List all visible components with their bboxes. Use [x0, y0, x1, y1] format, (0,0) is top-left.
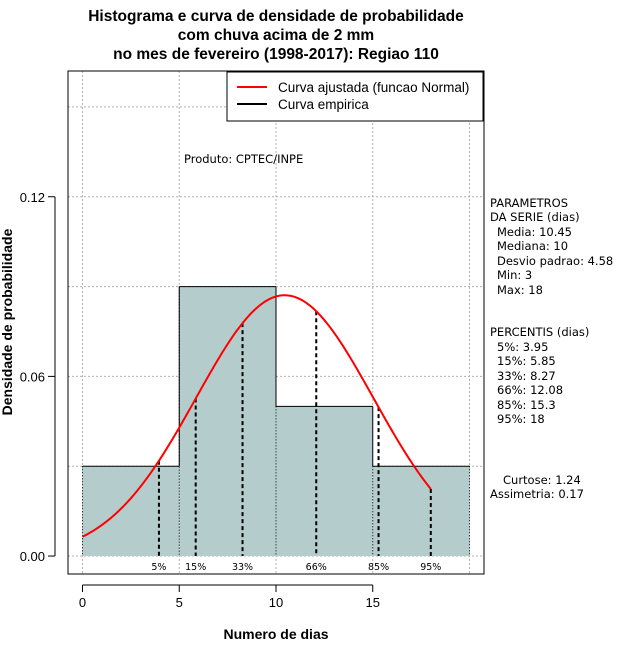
percentile-label-1: 15%: [185, 562, 206, 573]
curves: [82, 294, 432, 538]
percentile-label-5: 95%: [420, 562, 441, 573]
percentil-95: 95%: 18: [497, 412, 545, 426]
histogram-bars: [82, 286, 470, 557]
x-tick-label-2: 10: [269, 595, 283, 610]
x-tick-label-3: 15: [366, 595, 380, 610]
y-axis-label: Densidade de probabilidade: [0, 228, 15, 415]
parametros-header-1: PARAMETROS: [490, 196, 568, 210]
percentis-header: PERCENTIS (dias): [490, 325, 589, 339]
y-tick-label-0: 0.00: [20, 549, 45, 564]
parametro-media: Media: 10.45: [497, 225, 572, 239]
percentile-label-4: 85%: [368, 562, 389, 573]
chart-title-line-1: Histograma e curva de densidade de proba…: [88, 8, 464, 25]
x-tick-label-0: 0: [79, 595, 86, 610]
histogram-bar-1: [179, 286, 276, 557]
percentil-85: 85%: 15.3: [497, 398, 556, 412]
x-axis-label: Numero de dias: [223, 626, 328, 642]
percentil-5: 5%: 3.95: [497, 340, 548, 354]
percentile-label-2: 33%: [232, 562, 253, 573]
produto-label: Produto: CPTEC/INPE: [184, 152, 303, 166]
parametro-min: Min: 3: [497, 268, 532, 282]
chart-title-line-2: com chuva acima de 2 mm: [178, 27, 374, 44]
y-tick-label-1: 0.06: [20, 369, 45, 384]
parametros-header-2: DA SERIE (dias): [490, 210, 580, 224]
normal-fit-curve: [82, 294, 432, 538]
legend-box: [226, 71, 484, 122]
percentile-label-0: 5%: [151, 562, 166, 573]
percentil-33: 33%: 8.27: [497, 369, 556, 383]
stats-panel: PARAMETROS DA SERIE (dias) Media: 10.45 …: [490, 196, 613, 501]
chart-title-line-3: no mes de fevereiro (1998-2017): Regiao …: [113, 46, 439, 63]
legend-fitted-label: Curva ajustada (funcao Normal): [278, 80, 469, 95]
parametro-mediana: Mediana: 10: [497, 239, 568, 253]
axes: 0.00 0.06 0.12 0 5 10 15: [20, 190, 380, 610]
percentil-15: 15%: 5.85: [497, 354, 556, 368]
histogram-bar-3: [372, 466, 470, 557]
curtose: Curtose: 1.24: [503, 473, 581, 487]
assimetria: Assimetria: 0.17: [490, 487, 584, 501]
parametro-desvio: Desvio padrao: 4.58: [497, 254, 613, 268]
histogram-bar-2: [276, 406, 373, 557]
parametro-max: Max: 18: [497, 283, 543, 297]
histogram-bar-0: [82, 466, 180, 557]
legend: Curva ajustada (funcao Normal) Curva emp…: [226, 71, 484, 122]
plot-frame: [67, 70, 485, 575]
percentil-66: 66%: 12.08: [497, 383, 563, 397]
x-tick-label-1: 5: [176, 595, 183, 610]
legend-empirical-label: Curva empirica: [278, 97, 369, 112]
y-tick-label-2: 0.12: [20, 190, 45, 205]
percentile-lines: 5% 15% 33% 66% 85% 95%: [151, 311, 441, 573]
percentile-label-3: 66%: [306, 562, 327, 573]
